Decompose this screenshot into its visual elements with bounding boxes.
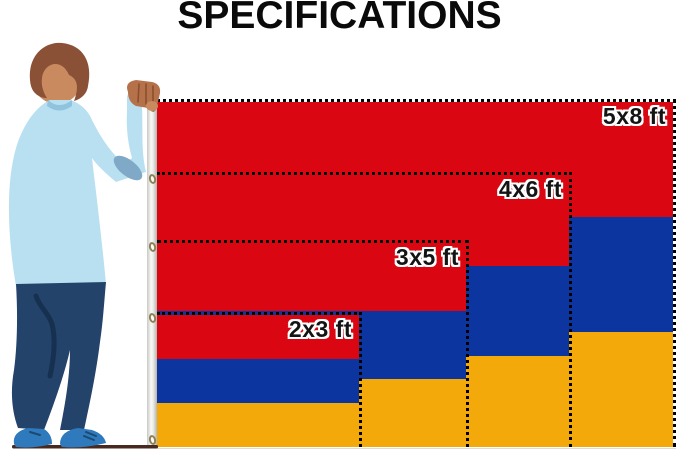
person-hand [127, 80, 161, 108]
hand-thumb [146, 101, 158, 111]
size-label-2x3: 2x3 ft [288, 316, 352, 342]
flagpole [147, 93, 157, 448]
page-title: SPECIFICATIONS [177, 0, 502, 37]
flag-2x3-blue-stripe [157, 359, 359, 403]
size-label-4x6: 4x6 ft [498, 176, 562, 202]
left-shoe [13, 428, 52, 448]
elbow-patch [113, 155, 143, 181]
right-shoe [60, 428, 106, 448]
shirt-collar [47, 100, 72, 111]
pants-shading [33, 293, 57, 379]
flag-3x5-red-stripe [157, 243, 466, 311]
flag-2x3-orange-stripe [157, 403, 359, 447]
person-pants [11, 282, 107, 430]
bottom-edge-line [157, 448, 676, 449]
person-shirt [8, 90, 147, 287]
flag-2x3: 2x3 ft [157, 312, 362, 447]
person-illustration [8, 42, 161, 449]
size-label-3x5: 3x5 ft [395, 244, 459, 270]
hand-finger-lines [137, 83, 154, 105]
shoe-laces [29, 431, 97, 441]
person-hair [29, 42, 90, 101]
flag-2x3-red-stripe [157, 315, 359, 359]
size-label-5x8: 5x8 ft [602, 103, 666, 129]
